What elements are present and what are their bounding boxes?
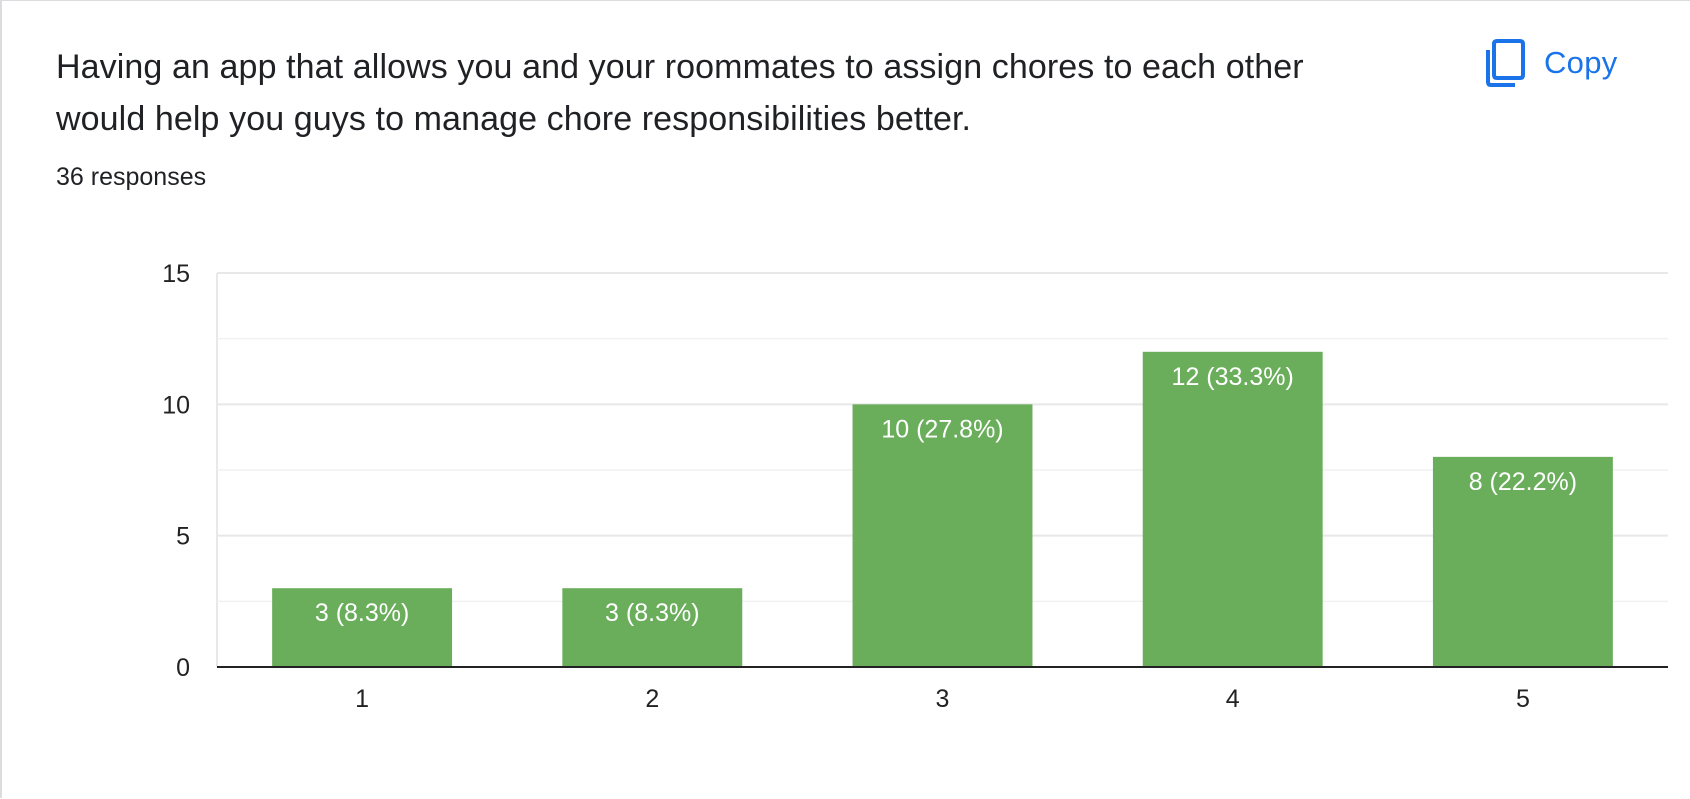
bar <box>1142 351 1323 667</box>
copy-label: Copy <box>1544 45 1618 80</box>
data-label: 3 (8.3%) <box>315 599 409 627</box>
x-tick-label: 5 <box>1516 685 1530 713</box>
x-tick-label: 1 <box>355 685 369 713</box>
copy-button[interactable]: Copy <box>1486 37 1618 89</box>
y-tick-label: 15 <box>162 260 190 288</box>
data-label: 8 (22.2%) <box>1469 468 1577 496</box>
data-label: 3 (8.3%) <box>605 599 699 627</box>
question-title: Having an app that allows you and your r… <box>56 48 1304 138</box>
x-tick-label: 3 <box>936 685 950 713</box>
x-tick-label: 4 <box>1226 685 1240 713</box>
y-tick-label: 5 <box>176 523 190 551</box>
data-label: 12 (33.3%) <box>1172 363 1294 391</box>
bar <box>562 588 743 667</box>
y-tick-label: 0 <box>176 654 190 682</box>
bar <box>1432 456 1613 667</box>
response-count: 36 responses <box>56 163 207 191</box>
y-tick-label: 10 <box>162 391 190 419</box>
data-label: 10 (27.8%) <box>881 415 1003 443</box>
copy-icon <box>1486 39 1525 87</box>
x-tick-label: 2 <box>645 685 659 713</box>
bar <box>852 404 1033 667</box>
bar <box>272 588 453 667</box>
